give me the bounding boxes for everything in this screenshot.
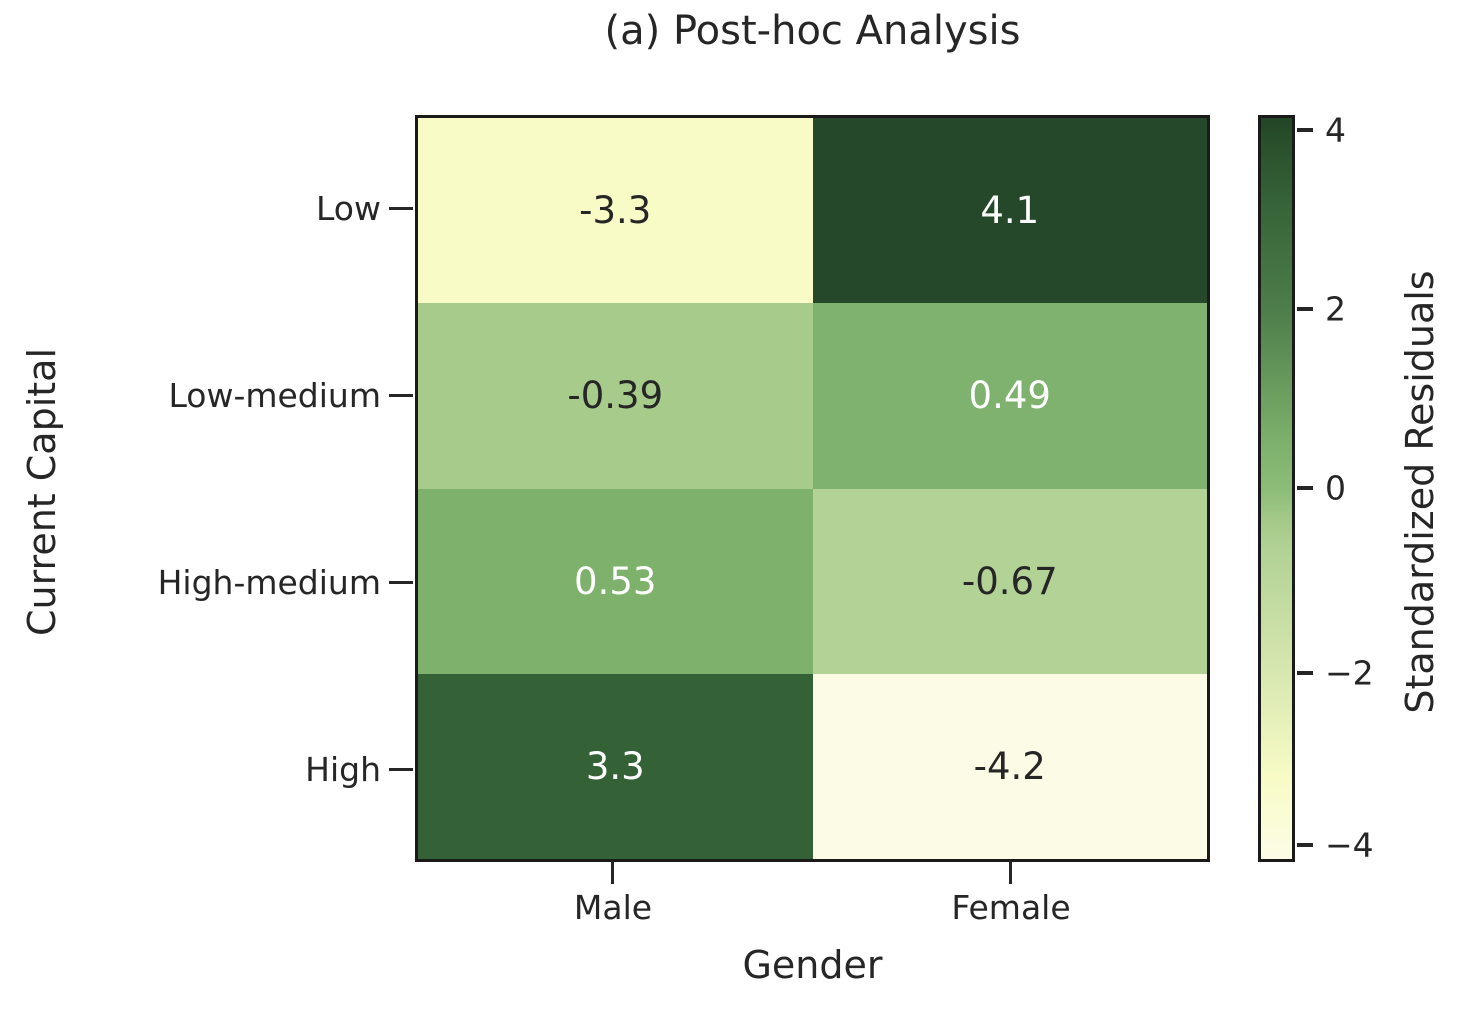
heatmap-cell-highmedium-male: 0.53 — [418, 488, 813, 674]
y-tick-mark — [389, 394, 413, 397]
colorbar-label: Standardized Residuals — [1398, 270, 1442, 714]
heatmap-cell-highmedium-female: -0.67 — [812, 488, 1207, 674]
colorbar-tick-label-2: 2 — [1325, 289, 1346, 329]
y-tick-mark — [389, 581, 413, 584]
heatmap-cell-lowmedium-female: 0.49 — [812, 303, 1207, 489]
x-tick-mark — [1009, 861, 1012, 884]
chart-title: (a) Post-hoc Analysis — [604, 8, 1021, 54]
heatmap-cell-high-male: 3.3 — [418, 673, 813, 859]
y-tick-mark — [389, 207, 413, 210]
x-tick-mark — [611, 861, 614, 884]
colorbar-tick-label-neg2: −2 — [1325, 653, 1374, 693]
colorbar-tick-mark — [1297, 486, 1313, 490]
colorbar — [1258, 115, 1295, 862]
colorbar-tick-mark — [1297, 843, 1313, 847]
heatmap-cell-lowmedium-male: -0.39 — [418, 303, 813, 489]
y-tick-label-high-medium: High-medium — [157, 563, 381, 602]
colorbar-tick-mark — [1297, 307, 1313, 311]
y-tick-label-high: High — [305, 750, 381, 789]
colorbar-tick-mark — [1297, 128, 1313, 132]
y-tick-label-low: Low — [316, 189, 381, 228]
colorbar-tick-label-4: 4 — [1325, 110, 1346, 150]
heatmap-cell-high-female: -4.2 — [812, 673, 1207, 859]
x-tick-label-female: Female — [951, 888, 1071, 927]
colorbar-tick-label-neg4: −4 — [1325, 825, 1374, 865]
y-tick-mark — [389, 768, 413, 771]
y-tick-label-low-medium: Low-medium — [168, 376, 381, 415]
heatmap-cell-low-male: -3.3 — [418, 118, 813, 304]
x-tick-label-male: Male — [573, 888, 653, 927]
heatmap-cell-low-female: 4.1 — [812, 118, 1207, 304]
colorbar-tick-label-0: 0 — [1325, 468, 1346, 508]
x-axis-label: Gender — [742, 943, 883, 987]
colorbar-tick-mark — [1297, 671, 1313, 675]
heatmap-grid: -3.3 4.1 -0.39 0.49 0.53 -0.67 3.3 -4.2 — [415, 115, 1210, 862]
y-axis-label: Current Capital — [20, 347, 64, 637]
